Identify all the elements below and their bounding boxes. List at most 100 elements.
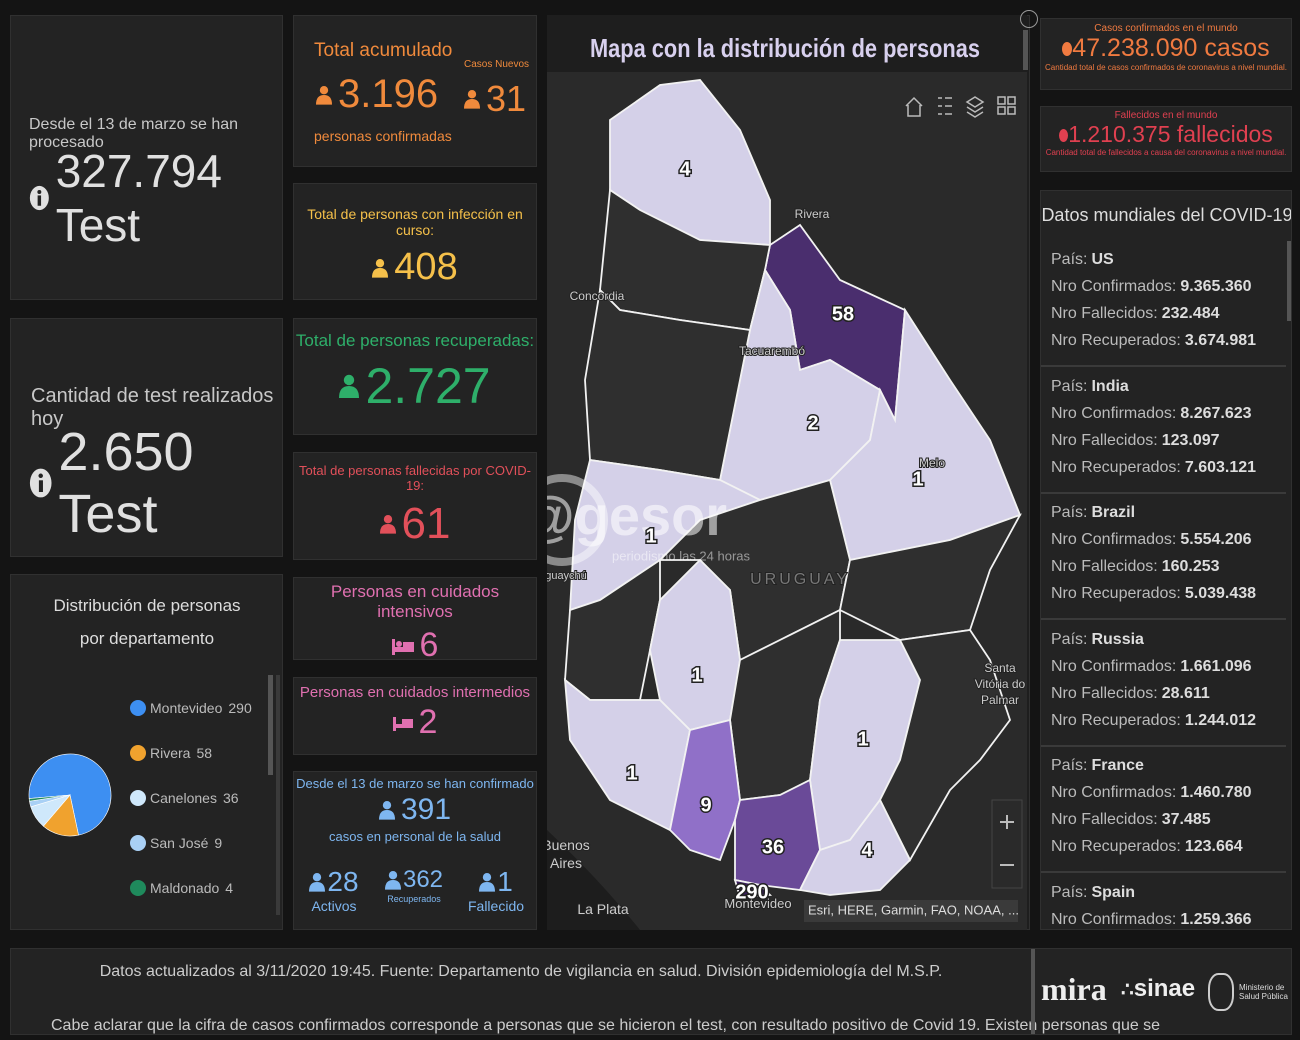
info-icon xyxy=(1062,42,1073,56)
legend-label: San José 9 xyxy=(150,835,222,851)
logo-msp: Ministerio de Salud Pública xyxy=(1239,983,1288,1001)
active-card: Total de personas con infección en curso… xyxy=(293,183,537,300)
region-count: 1 xyxy=(691,664,702,686)
health-caption: Desde el 13 de marzo se han confirmado xyxy=(296,776,534,791)
field-label: Nro Recuperados: xyxy=(1051,585,1181,602)
pie-panel: Distribución de personas por departament… xyxy=(10,574,283,930)
department xyxy=(733,878,773,898)
map-title: Mapa con la distribución de personas xyxy=(590,33,980,63)
place-label-line: Santa xyxy=(984,661,1016,675)
field-value: 123.097 xyxy=(1161,431,1220,449)
field-label: Nro Confirmados: xyxy=(1051,531,1177,548)
watermark-ring xyxy=(547,474,608,566)
intensive-card: Personas en cuidados intensivos 6 xyxy=(293,577,537,664)
country-field: Nro Recuperados: 5.039.438 xyxy=(1051,585,1256,603)
world-cases-value: 47.238.090 casos xyxy=(1041,34,1291,63)
pie-slice xyxy=(28,794,71,802)
sinae-text: sinae xyxy=(1133,975,1196,1002)
active-label: Total de personas con infección en curso… xyxy=(307,206,523,238)
country-field: País: Brazil xyxy=(1051,504,1135,522)
field-value: 8.267.623 xyxy=(1180,404,1252,422)
country-field: Nro Confirmados: 1.661.096 xyxy=(1051,658,1252,676)
bed-icon xyxy=(392,716,413,731)
place-label: Buenos Aires xyxy=(547,837,590,871)
river xyxy=(547,830,640,930)
total-card: Total acumulado 3.196 personas confirmad… xyxy=(293,15,537,167)
basemap-button[interactable] xyxy=(997,96,1016,115)
footer: Datos actualizados al 3/11/2020 19:45. F… xyxy=(10,948,1292,1035)
field-value: 3.674.981 xyxy=(1184,332,1257,349)
home-button[interactable] xyxy=(905,96,923,117)
pie-title: Distribución de personas por departament… xyxy=(53,596,241,648)
departments xyxy=(563,79,1022,898)
field-value: Spain xyxy=(1091,883,1136,901)
zoom-in[interactable] xyxy=(1000,815,1014,829)
legend-button[interactable] xyxy=(938,97,952,115)
tests-caption: Desde el 13 de marzo se han procesado xyxy=(29,116,239,151)
country-field: País: India xyxy=(1051,378,1129,396)
health-item-label: Fallecido xyxy=(467,898,525,914)
country-field: Nro Fallecidos: 37.485 xyxy=(1051,811,1211,829)
intensive-row: 6 xyxy=(294,626,536,665)
region-count: 9 xyxy=(700,794,711,816)
country-entry: País: Spain Nro Confirmados: 1.259.366 xyxy=(1041,874,1286,930)
intermediate-label: Personas en cuidados intermedios xyxy=(299,684,531,701)
world-deaths-caption: Fallecidos en el mundo xyxy=(1114,110,1218,121)
attribution: Esri, HERE, Garmin, FAO, NOAA, ... xyxy=(808,902,1019,917)
place-label: guaychú xyxy=(547,570,587,582)
layers-button[interactable] xyxy=(965,96,985,118)
active-row: 408 xyxy=(294,246,536,289)
recovered-row: 2.727 xyxy=(294,357,536,415)
field-label: Nro Fallecidos: xyxy=(1051,684,1158,702)
world-cases-note: Cantidad total de casos confirmados de c… xyxy=(1045,63,1287,72)
country-field: Nro Fallecidos: 232.484 xyxy=(1051,305,1220,323)
field-label: Nro Confirmados: xyxy=(1051,784,1177,801)
legend-name: Maldonado xyxy=(150,880,219,896)
logo-mira: mira xyxy=(1041,971,1107,1007)
new-row: 31 xyxy=(464,78,526,120)
country-entry: País: India Nro Confirmados: 8.267.623 Nro F… xyxy=(1041,368,1286,494)
region-count: 1 xyxy=(857,728,868,750)
region-count: 58 xyxy=(832,303,854,325)
country-entry: País: France Nro Confirmados: 1.460.780 Nro … xyxy=(1041,747,1286,873)
scrollbar xyxy=(268,675,273,775)
field-label: Nro Recuperados: xyxy=(1051,332,1181,349)
country-field: País: Spain xyxy=(1051,884,1135,902)
field-label: Nro Confirmados: xyxy=(1051,657,1177,675)
watermark-sub: periodismo las 24 horas xyxy=(612,548,751,563)
deceased-label: Total de personas fallecidas por COVID-1… xyxy=(299,463,531,493)
legend-value: 36 xyxy=(223,790,239,806)
recovered-label: Total de personas recuperadas: xyxy=(295,331,535,350)
health-item-value: 28 xyxy=(327,866,359,897)
person-icon xyxy=(379,515,396,534)
deceased-row: 61 xyxy=(294,499,536,549)
country-field: Nro Fallecidos: 28.611 xyxy=(1051,685,1210,703)
legend-swatch xyxy=(130,745,146,761)
field-label: País: xyxy=(1051,630,1088,648)
total-label: Total acumulado xyxy=(314,40,453,61)
world-deaths-note: Cantidad total de fallecidos a causa del… xyxy=(1045,148,1287,157)
intermediate-row: 2 xyxy=(294,703,536,742)
country-field: Nro Confirmados: 1.259.366 xyxy=(1051,911,1252,929)
field-value: 9.365.360 xyxy=(1180,278,1252,295)
field-label: País: xyxy=(1051,883,1088,901)
country-field: Nro Recuperados: 1.244.012 xyxy=(1051,712,1256,730)
tests-value: 327.794 Test xyxy=(55,145,222,251)
new-value: 31 xyxy=(486,78,527,119)
close-button[interactable] xyxy=(1020,10,1038,28)
field-value: 123.664 xyxy=(1184,838,1243,855)
field-value: 1.259.366 xyxy=(1180,910,1252,928)
region-count: 1 xyxy=(626,762,637,784)
legend-name: Rivera xyxy=(150,745,191,761)
health-item-value: 362 xyxy=(402,866,444,893)
deceased-value: 61 xyxy=(401,499,451,548)
world-deaths-number: 1.210.375 fallecidos xyxy=(1068,121,1273,147)
place-label-line: Vitória do xyxy=(975,677,1026,691)
place-label: Rivera xyxy=(795,207,830,221)
country-field: Nro Confirmados: 1.460.780 xyxy=(1051,784,1252,802)
intensive-value: 6 xyxy=(419,626,439,664)
scrollbar-track xyxy=(276,675,280,915)
deceased-card: Total de personas fallecidas por COVID-1… xyxy=(293,452,537,560)
field-value: US xyxy=(1091,251,1114,268)
scrollbar xyxy=(1031,949,1035,1034)
